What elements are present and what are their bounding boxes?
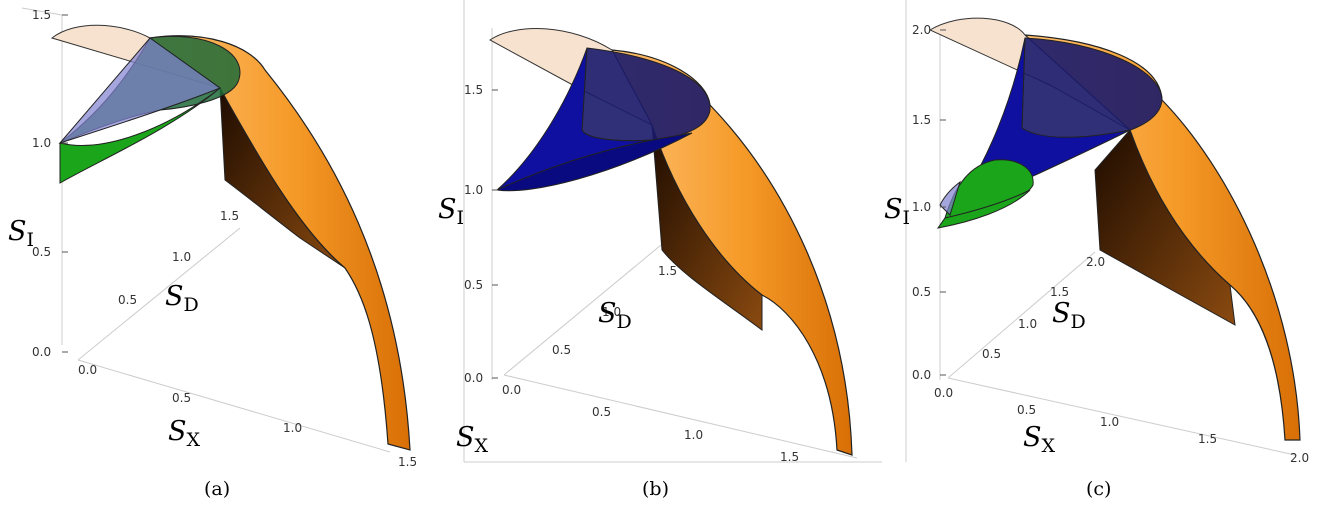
box-frame [905,0,1296,462]
si-axis-label: SI [438,194,464,229]
sx-tick-label: 0.5 [592,405,611,419]
sx-tick-label: 1.5 [1198,432,1217,446]
box-frame [463,0,882,463]
si-tick-label: 0.0 [912,368,931,382]
panel-c: 2.0 1.5 1.0 0.5 0.0 0.5 1.0 1.5 2.0 0.0 … [884,0,1327,500]
sd-axis-label: SD [165,281,199,316]
sd-tick-label: 1.0 [602,305,621,319]
si-tick-label: 1.0 [912,200,931,214]
sd-tick-label: 0.5 [982,347,1001,361]
green-wedge-a [59,87,221,184]
sx-tick-label: 0.5 [172,391,191,405]
sx-tick-label: 0.0 [78,363,97,377]
sd-tick-label: 0.5 [552,343,571,357]
sd-tick-label: 1.5 [1050,285,1069,299]
sx-tick-label: 1.0 [1100,415,1119,429]
si-tick-label: 1.5 [464,83,483,97]
sd-tick-label: 1.5 [220,209,239,223]
sx-tick-label: 1.5 [780,450,799,464]
sx-axis-label: SX [456,422,489,457]
orange-shell-c [1023,34,1301,441]
sx-axis-label: SX [1023,422,1056,457]
caption-c: (c) [1086,478,1112,500]
si-tick-label: 2.0 [912,23,931,37]
plot-c: 2.0 1.5 1.0 0.5 0.0 0.5 1.0 1.5 2.0 0.0 … [884,0,1309,465]
plot-b: 1.5 1.0 0.5 0.0 0.5 1.0 1.5 0.0 0.5 1.0 … [438,0,882,464]
si-tick-label: 0.5 [464,278,483,292]
si-tick-label: 1.5 [912,113,931,127]
panel-b: 1.5 1.0 0.5 0.0 0.5 1.0 1.5 0.0 0.5 1.0 … [438,0,882,500]
sx-tick-label: 1.0 [283,421,302,435]
si-tick-label: 1.5 [32,8,51,22]
si-ticks-b [492,89,498,379]
blue-ellipse-region-b [581,47,711,142]
si-tick-label: 0.0 [464,371,483,385]
si-ticks-a [62,14,68,353]
panel-a: 1.5 1.0 0.5 0.0 0.5 1.0 1.5 0.0 0.5 1.0 … [0,0,440,500]
si-tick-label: 0.5 [32,245,51,259]
caption-b: (b) [642,478,669,500]
si-tick-label: 0.0 [32,345,51,359]
sx-tick-label: 1.5 [398,455,417,469]
sx-tick-label: 1.0 [684,428,703,442]
sx-tick-label: 0.0 [934,386,953,400]
sd-tick-label: 1.0 [1018,317,1037,331]
si-axis-label: SI [884,194,910,229]
sx-tick-label: 0.5 [1017,403,1036,417]
sx-axis-label: SX [168,416,201,451]
sd-tick-label: 1.0 [172,250,191,264]
sd-tick-label: 2.0 [1086,255,1105,269]
si-tick-label: 0.5 [912,285,931,299]
sd-axis-label: SD [1052,298,1086,333]
si-ticks-c [940,29,946,376]
sd-axis-label: SD [598,298,632,333]
sd-tick-label: 0.5 [118,293,137,307]
si-axis-label: SI [8,216,34,251]
sx-tick-label: 2.0 [1290,451,1309,465]
si-tick-label: 1.0 [32,136,51,150]
sd-tick-label: 1.5 [658,264,677,278]
plot-a: 1.5 1.0 0.5 0.0 0.5 1.0 1.5 0.0 0.5 1.0 … [8,7,417,469]
sx-tick-label: 0.0 [502,383,521,397]
green-wedge-c [936,189,1031,229]
blue-underside-b [495,132,693,192]
orange-shell-a [148,35,411,451]
caption-a: (a) [204,478,231,500]
si-tick-label: 1.0 [464,183,483,197]
